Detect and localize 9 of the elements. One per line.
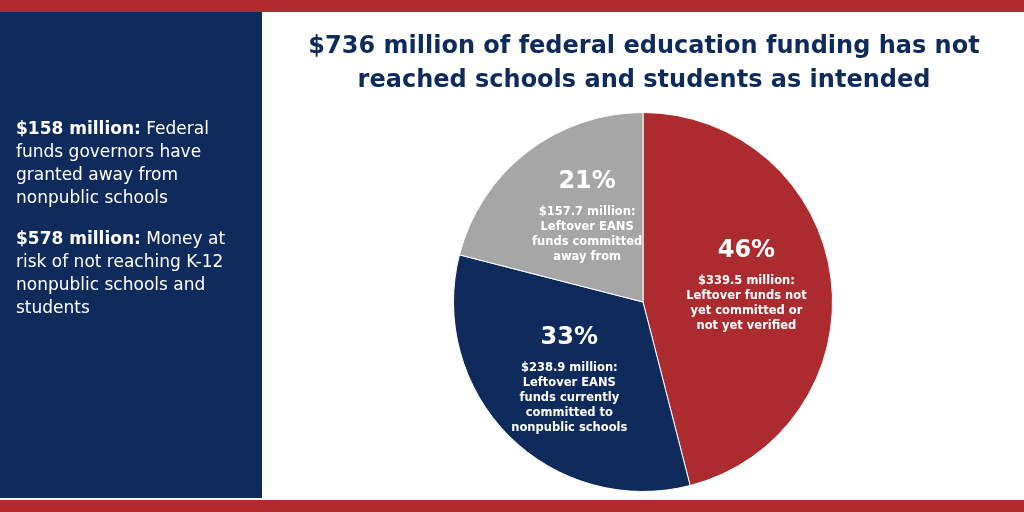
data-label: 33% (540, 321, 599, 350)
text: $578 million: Money at risk of not reaching K-12 nonpublic schools and students (16, 227, 227, 319)
data-label: 46% (717, 235, 776, 264)
slice-label: $238.9 million: Leftover EANS funds currently committed to nonpublic schools (511, 359, 628, 434)
slice-label: $157.7 million: Leftover EANS funds committed away from (532, 203, 643, 263)
data-label: 21% (558, 165, 616, 194)
slice-label: $339.5 million: Leftover funds not yet committed or not yet verified (686, 272, 808, 332)
chart-title: $736 million of federal education funding has not reached schools and students as intended (307, 30, 981, 95)
text: $158 million: Federal funds governors have granted away from nonpublic schools (16, 117, 210, 209)
